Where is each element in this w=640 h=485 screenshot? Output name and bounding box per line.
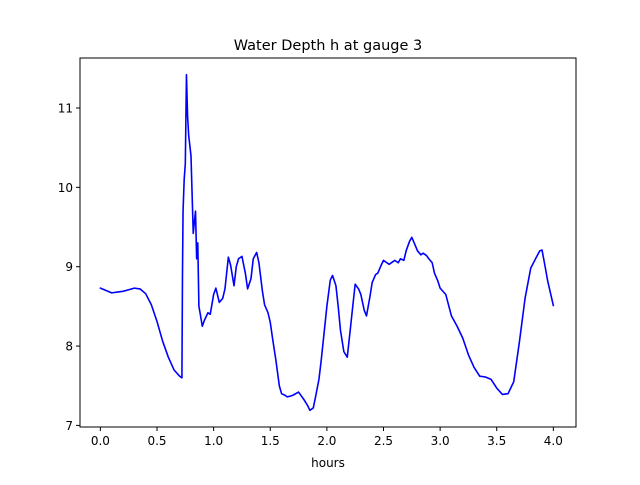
x-axis-ticks: 0.0 0.5 1.0 1.5 2.0 2.5 3.0 3.5 4.0: [91, 427, 563, 448]
y-tick-label: 10: [58, 181, 73, 195]
x-tick-label: 3.5: [487, 434, 506, 448]
chart-title: Water Depth h at gauge 3: [234, 38, 422, 54]
y-tick-label: 7: [65, 419, 73, 433]
x-tick-label: 2.0: [317, 434, 336, 448]
y-tick-label: 8: [65, 340, 73, 354]
axes-frame: [79, 57, 577, 428]
y-axis-ticks: 7 8 9 10 11: [58, 101, 80, 433]
x-axis-label: hours: [311, 456, 345, 470]
x-tick-label: 2.5: [374, 434, 393, 448]
y-tick-label: 9: [65, 260, 73, 274]
y-tick-label: 11: [58, 101, 73, 115]
x-tick-label: 0.5: [147, 434, 166, 448]
series-line-0: [99, 73, 555, 412]
x-tick-label: 3.0: [431, 434, 450, 448]
x-tick-label: 0.0: [91, 434, 110, 448]
x-tick-label: 1.5: [261, 434, 280, 448]
plot-area: [80, 58, 576, 427]
x-tick-label: 4.0: [544, 434, 563, 448]
series-layer: [99, 73, 555, 412]
x-tick-label: 1.0: [204, 434, 223, 448]
